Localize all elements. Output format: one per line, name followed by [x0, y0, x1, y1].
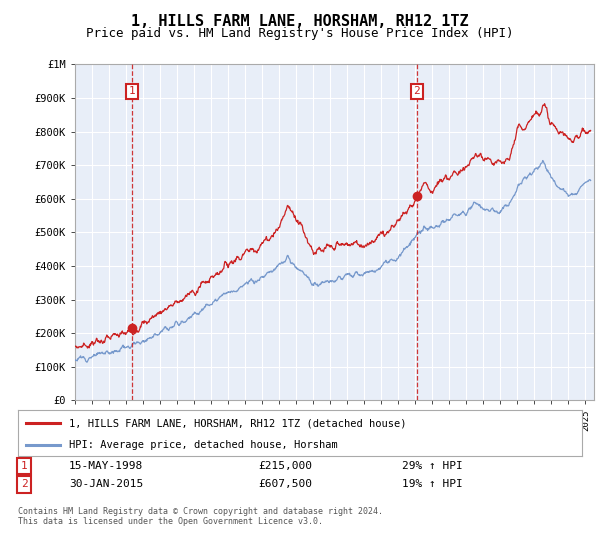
Text: 29% ↑ HPI: 29% ↑ HPI	[402, 461, 463, 471]
Text: 1: 1	[129, 86, 136, 96]
Text: 19% ↑ HPI: 19% ↑ HPI	[402, 479, 463, 489]
Text: 1, HILLS FARM LANE, HORSHAM, RH12 1TZ (detached house): 1, HILLS FARM LANE, HORSHAM, RH12 1TZ (d…	[69, 418, 406, 428]
Text: 30-JAN-2015: 30-JAN-2015	[69, 479, 143, 489]
Text: 1: 1	[20, 461, 28, 471]
Text: 2: 2	[20, 479, 28, 489]
Text: 2: 2	[413, 86, 420, 96]
Text: HPI: Average price, detached house, Horsham: HPI: Average price, detached house, Hors…	[69, 440, 338, 450]
Text: £215,000: £215,000	[258, 461, 312, 471]
Text: 1, HILLS FARM LANE, HORSHAM, RH12 1TZ: 1, HILLS FARM LANE, HORSHAM, RH12 1TZ	[131, 14, 469, 29]
Text: Contains HM Land Registry data © Crown copyright and database right 2024.
This d: Contains HM Land Registry data © Crown c…	[18, 507, 383, 526]
Text: 15-MAY-1998: 15-MAY-1998	[69, 461, 143, 471]
Text: £607,500: £607,500	[258, 479, 312, 489]
Text: Price paid vs. HM Land Registry's House Price Index (HPI): Price paid vs. HM Land Registry's House …	[86, 27, 514, 40]
